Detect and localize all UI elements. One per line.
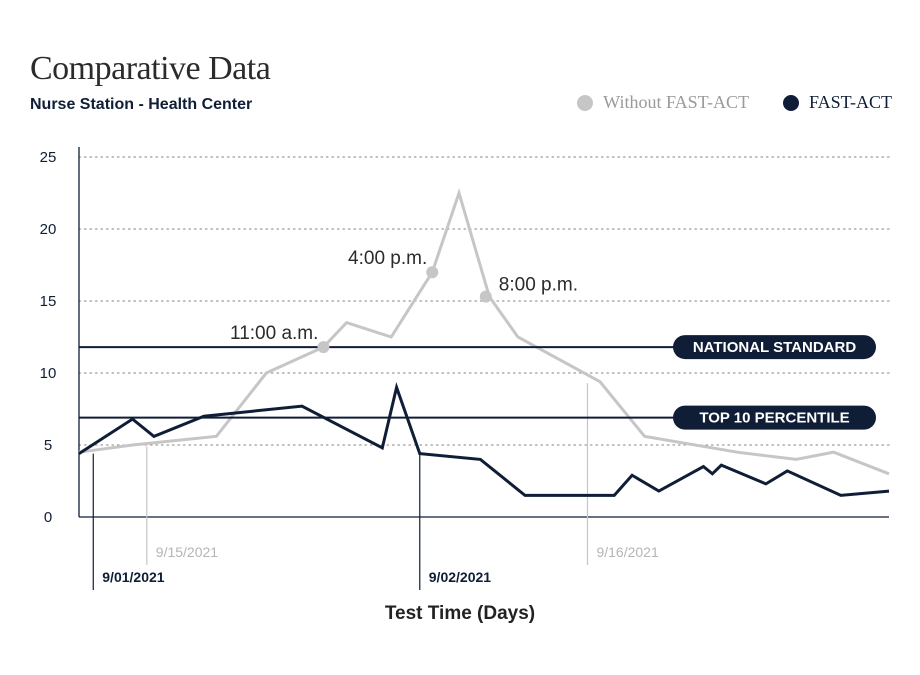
y-tick-label: 15 — [40, 293, 57, 310]
date-marker-label: 9/01/2021 — [102, 569, 164, 585]
annotation-label: 8:00 p.m. — [499, 275, 578, 296]
legend-swatch-without-fast-act — [577, 94, 594, 111]
chart-title: Comparative Data — [30, 50, 271, 87]
reference-label: NATIONAL STANDARD — [693, 339, 856, 356]
y-tick-label: 10 — [40, 365, 57, 382]
annotation-point — [479, 290, 492, 303]
reference-label-pill — [673, 335, 876, 360]
reference-label: TOP 10 PERCENTILE — [699, 410, 849, 427]
annotation-point — [317, 341, 330, 354]
reference-label-pill — [673, 405, 876, 430]
series-line-without-fast-act — [78, 188, 890, 476]
date-marker-label: 9/02/2021 — [429, 569, 491, 585]
legend: Without FAST-ACT FAST-ACT — [543, 92, 892, 113]
date-marker-label: 9/16/2021 — [596, 544, 658, 560]
legend-item-without-fast-act: Without FAST-ACT — [577, 92, 749, 113]
y-tick-label: 20 — [40, 221, 57, 238]
y-tick-label: 25 — [40, 149, 57, 166]
series-line-fast-act — [78, 382, 890, 497]
y-tick-label: 0 — [44, 509, 52, 526]
chart-subtitle: Nurse Station - Health Center — [30, 96, 253, 113]
legend-item-fast-act: FAST-ACT — [782, 92, 892, 113]
legend-swatch-fast-act — [782, 94, 799, 111]
legend-label-fast-act: FAST-ACT — [808, 92, 892, 112]
annotation-point — [426, 266, 439, 279]
annotation-label: 4:00 p.m. — [348, 248, 427, 269]
legend-label-without-fast-act: Without FAST-ACT — [603, 92, 749, 112]
y-tick-label: 5 — [44, 437, 52, 454]
x-axis-label: Test Time (Days) — [384, 603, 536, 624]
date-marker-label: 9/15/2021 — [156, 544, 218, 560]
annotation-label: 11:00 a.m. — [230, 323, 318, 344]
